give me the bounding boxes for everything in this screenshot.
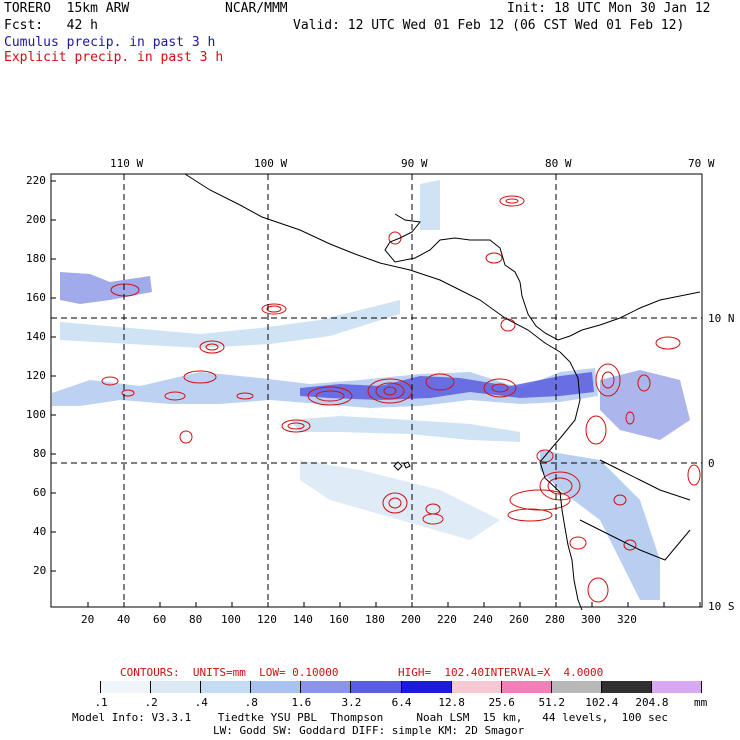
y-tick: 40 [33,525,47,538]
contours-info: CONTOURS: UNITS=mm LOW= 0.10000 [120,666,339,679]
y-tick: 20 [33,564,47,577]
colorbar-swatch [101,681,152,693]
colorbar-label: 25.6 [488,696,515,709]
coast-mexico-pacific [184,173,561,353]
x-tick: 40 [117,613,131,626]
x-tick: 120 [257,613,277,626]
x-tick: 240 [473,613,493,626]
cumulus-band-north [60,300,400,348]
x-tick: 60 [153,613,167,626]
x-tick: 140 [293,613,313,626]
y-tick: 140 [26,330,46,343]
cumulus-colombia [600,370,690,440]
y-tick: 80 [33,447,47,460]
forecast-hour: Fcst: 42 h [4,18,98,33]
colorbar-swatch [301,681,352,693]
colorbar-label: 6.4 [391,696,412,709]
coast-south-america-west [539,351,583,611]
lon-label-100w: 100 W [254,157,288,170]
valid-time: Valid: 12 UTC Wed 01 Feb 12 (06 CST Wed … [293,18,685,33]
cumulus-andes [540,450,660,600]
colorbar-swatch [51,681,102,693]
colorbar-label: 3.2 [341,696,362,709]
x-tick: 100 [221,613,241,626]
x-tick: 200 [401,613,421,626]
lat-lon-grid [51,174,702,607]
colorbar-label: .1 [94,696,108,709]
colorbar-label: .8 [244,696,258,709]
lon-label-80w: 80 W [545,157,572,170]
colorbar-swatch [501,681,552,693]
lat-label-10s: 10 S [708,600,735,613]
model-info-line2: LW: Godd SW: Goddard DIFF: simple KM: 2D… [213,724,525,737]
x-tick: 260 [509,613,529,626]
colorbar-swatch [551,681,602,693]
cumulus-band-itcz-core [300,372,594,400]
colorbar-swatch [201,681,252,693]
model-title: TORERO 15km ARW [4,1,130,16]
explicit-precip-contours [101,195,701,603]
y-tick: 160 [26,291,46,304]
colorbar-swatch [601,681,652,693]
colorbar-label: .2 [144,696,158,709]
x-tick: 160 [329,613,349,626]
x-tick: 320 [617,613,637,626]
colorbar-label: 12.8 [438,696,465,709]
x-tick: 80 [189,613,203,626]
y-tick: 120 [26,369,46,382]
border-peru [579,519,691,561]
lon-label-70w: 70 W [688,157,715,170]
coast-yucatan-caribbean [384,213,701,341]
cumulus-precip-areas [52,180,690,600]
coast-south-america-inland [599,459,691,501]
lat-label-10n: 10 N [708,312,735,325]
colorbar-label: 1.6 [291,696,312,709]
colorbar-swatch [151,681,202,693]
colorbar-swatch [401,681,452,693]
cumulus-gulf [420,180,440,230]
x-tick: 300 [581,613,601,626]
legend-cumulus: Cumulus precip. in past 3 h [4,35,216,50]
colorbar-label: 102.4 [585,696,619,709]
colorbar-swatch [651,681,702,693]
lon-label-110w: 110 W [110,157,144,170]
colorbar-label: 51.2 [538,696,566,709]
lat-label-0: 0 [708,457,715,470]
cumulus-south-band [290,416,520,442]
colorbar-swatch [251,681,302,693]
colorbar-units: mm [694,696,708,709]
model-info-line1: Model Info: V3.3.1 Tiedtke YSU PBL Thomp… [72,711,669,724]
y-tick: 60 [33,486,47,499]
colorbar-swatch [351,681,402,693]
colorbar-swatch [451,681,502,693]
init-time: Init: 18 UTC Mon 30 Jan 12 [507,1,711,16]
x-tick: 220 [437,613,457,626]
y-tick: 180 [26,252,46,265]
colorbar-label: 204.8 [635,696,669,709]
y-tick: 220 [26,174,46,187]
contours-high: HIGH= 102.40 [398,666,485,679]
x-tick: 20 [81,613,95,626]
lon-label-90w: 90 W [401,157,428,170]
contours-interval: INTERVAL=X 4.0000 [484,666,604,679]
y-tick: 100 [26,408,46,421]
legend-explicit: Explicit precip. in past 3 h [4,50,224,65]
axis-ticks [51,180,701,607]
org-label: NCAR/MMM [225,1,288,16]
y-tick: 200 [26,213,46,226]
x-tick: 180 [365,613,385,626]
colorbar-label: .4 [194,696,208,709]
x-tick: 280 [545,613,565,626]
